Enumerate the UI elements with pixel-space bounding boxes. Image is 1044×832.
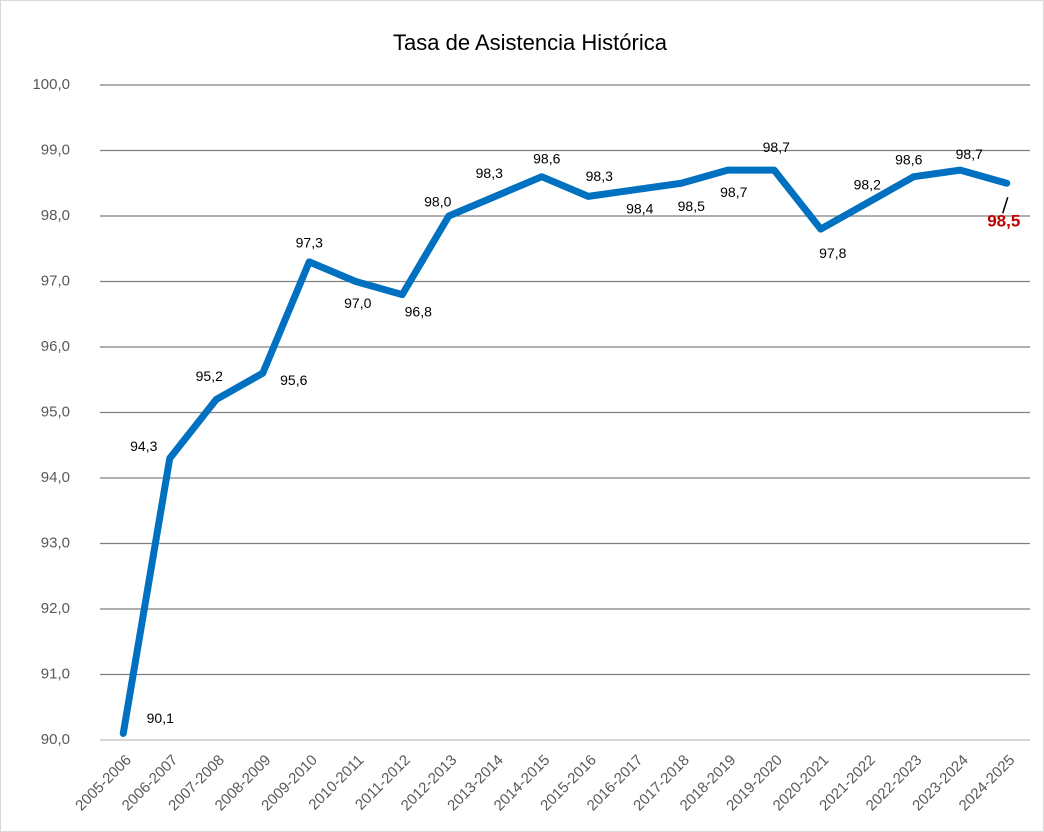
y-tick-label: 93,0 — [41, 534, 70, 551]
y-tick-label: 96,0 — [41, 338, 70, 355]
y-tick-label: 91,0 — [41, 665, 70, 682]
data-label: 98,7 — [956, 146, 983, 162]
y-tick-label: 97,0 — [41, 272, 70, 289]
y-tick-label: 99,0 — [41, 141, 70, 158]
chart-title: Tasa de Asistencia Histórica — [393, 30, 668, 55]
data-label: 90,1 — [147, 710, 174, 726]
line-series — [119, 166, 1011, 737]
data-label: 98,5 — [987, 212, 1020, 231]
data-label: 97,8 — [819, 245, 846, 261]
data-label: 97,3 — [296, 235, 323, 251]
y-tick-label: 92,0 — [41, 600, 70, 617]
y-tick-label: 98,0 — [41, 207, 70, 224]
data-label: 98,3 — [586, 168, 613, 184]
data-label: 95,2 — [196, 368, 223, 384]
data-label: 96,8 — [405, 303, 432, 319]
data-label: 98,2 — [854, 177, 881, 193]
data-label: 98,4 — [626, 201, 653, 217]
data-label: 94,3 — [130, 438, 157, 454]
data-label: 98,5 — [678, 198, 705, 214]
y-tick-label: 94,0 — [41, 469, 70, 486]
y-tick-label: 100,0 — [32, 76, 70, 93]
data-label: 98,3 — [476, 165, 503, 181]
data-label: 98,7 — [763, 139, 790, 155]
y-tick-label: 90,0 — [41, 731, 70, 748]
data-label: 98,7 — [720, 184, 747, 200]
data-label: 98,6 — [533, 150, 560, 166]
leader-line — [1002, 197, 1009, 214]
data-label: 97,0 — [344, 295, 371, 311]
data-label: 98,0 — [424, 194, 451, 210]
y-tick-label: 95,0 — [41, 403, 70, 420]
data-label: 98,6 — [895, 151, 922, 167]
data-label: 95,6 — [280, 372, 307, 388]
